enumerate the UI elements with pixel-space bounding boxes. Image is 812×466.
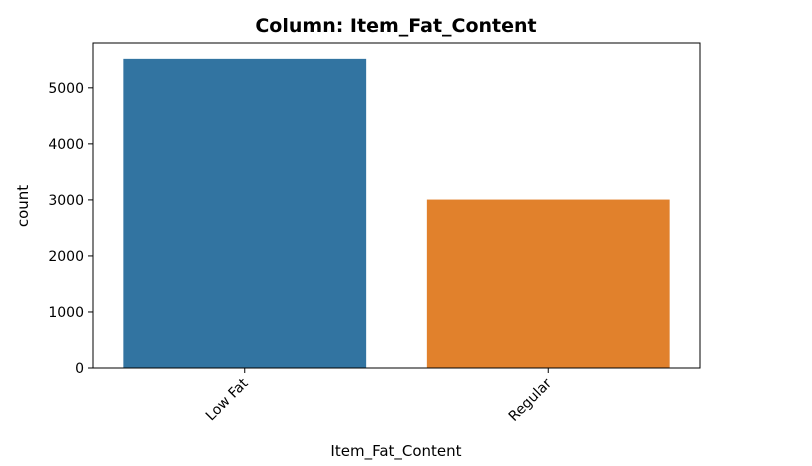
- y-tick-label: 3000: [48, 193, 84, 209]
- bars-layer: [123, 58, 670, 369]
- y-tick-label: 0: [75, 361, 84, 377]
- chart-title: Column: Item_Fat_Content: [255, 15, 536, 37]
- x-tick-label: Regular: [506, 375, 555, 424]
- y-tick-label: 2000: [48, 249, 84, 265]
- y-tick-label: 1000: [48, 305, 84, 321]
- x-tick-label: Low Fat: [203, 375, 252, 424]
- bar-low-fat: [123, 58, 367, 369]
- plot-frame: [92, 42, 701, 369]
- y-axis-label: count: [14, 185, 32, 227]
- y-tick-label: 5000: [48, 81, 84, 97]
- y-tick-label: 4000: [48, 137, 84, 153]
- bar-regular: [426, 199, 670, 368]
- x-axis-label: Item_Fat_Content: [330, 442, 461, 461]
